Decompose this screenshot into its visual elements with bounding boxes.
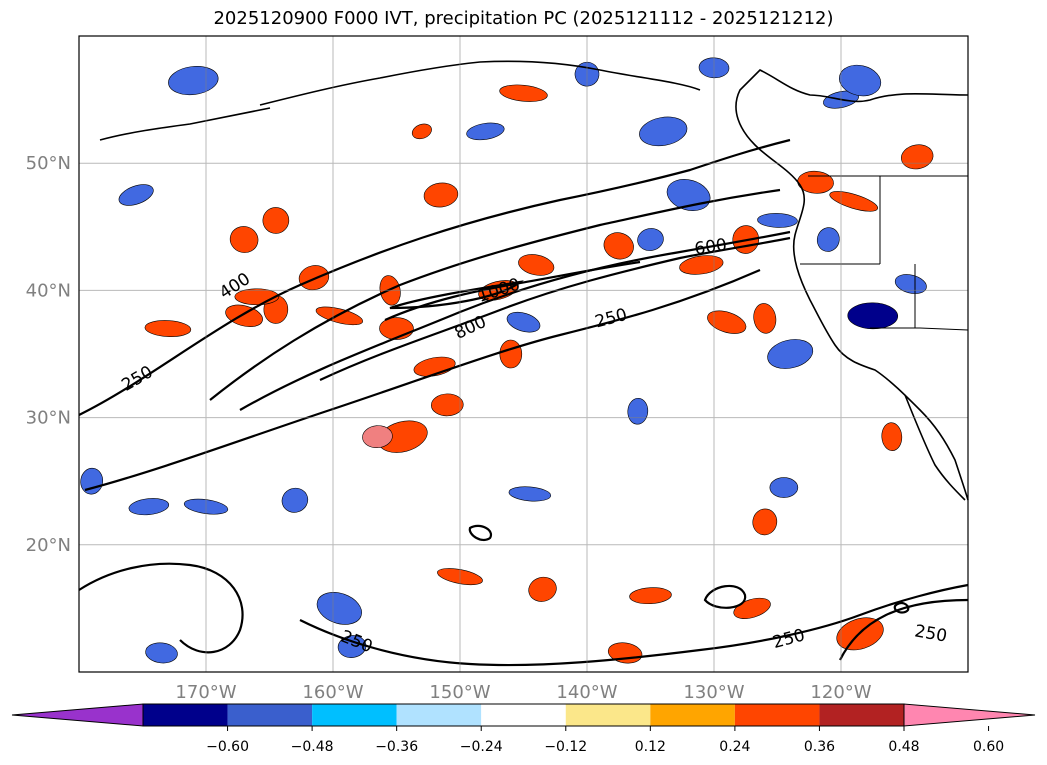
graticule-layer bbox=[79, 36, 968, 672]
precip-blob bbox=[128, 498, 170, 516]
ivt-contour-small-ring-3 bbox=[893, 601, 910, 614]
precip-blob bbox=[757, 213, 798, 228]
precip-blob bbox=[829, 191, 878, 212]
colorbar-tick-label: −0.24 bbox=[460, 739, 503, 755]
precip-blob bbox=[316, 592, 362, 625]
precip-blob bbox=[894, 274, 927, 294]
colorbar-extend-low bbox=[11, 703, 144, 727]
precip-blob bbox=[847, 302, 899, 330]
colorbar-extend-high bbox=[903, 703, 1036, 727]
precip-blob bbox=[767, 339, 814, 369]
lat-tick-label: 20°N bbox=[26, 535, 71, 556]
precip-blob bbox=[707, 310, 747, 334]
colorbar-frame bbox=[142, 703, 905, 727]
coast-alaska bbox=[259, 60, 701, 106]
colorbar-segment bbox=[481, 704, 566, 726]
precip-blob bbox=[118, 184, 154, 206]
map-frame bbox=[78, 35, 969, 673]
contour-label: 600 bbox=[693, 235, 728, 259]
colorbar-segment bbox=[565, 704, 651, 726]
colorbar-tick-label: 0.48 bbox=[888, 739, 919, 755]
ivt-contour-250-bottom-left bbox=[78, 562, 244, 654]
precip-blob bbox=[499, 84, 548, 102]
lon-tick-label: 150°W bbox=[429, 682, 490, 703]
colorbar-tick-label: 0.60 bbox=[973, 739, 1004, 755]
precip-blob bbox=[769, 477, 799, 498]
precip-fill-layer bbox=[80, 57, 934, 664]
precip-blob bbox=[603, 232, 634, 260]
precip-blob bbox=[281, 487, 309, 513]
precip-blob bbox=[679, 255, 724, 275]
coastline-layer bbox=[99, 60, 969, 501]
ivt-contour-250-south-lower bbox=[84, 268, 761, 492]
precip-blob bbox=[423, 182, 459, 208]
chart-title: 2025120900 F000 IVT, precipitation PC (2… bbox=[213, 8, 834, 29]
precip-blob bbox=[508, 486, 552, 502]
ivt-contour-layer bbox=[78, 138, 969, 667]
colorbar-segment bbox=[819, 704, 904, 726]
colorbar-segment bbox=[650, 704, 735, 726]
colorbar-segment bbox=[143, 704, 228, 726]
colorbar-segment bbox=[227, 704, 313, 726]
ivt-contour-600 bbox=[239, 230, 791, 411]
colorbar-segment bbox=[734, 704, 820, 726]
colorbar-tick-label: −0.48 bbox=[291, 739, 334, 755]
lon-tick-label: 170°W bbox=[175, 682, 236, 703]
lon-tick-label: 160°W bbox=[302, 682, 363, 703]
ivt-contour-250-bottom bbox=[299, 583, 969, 667]
lat-tick-label: 40°N bbox=[26, 280, 71, 301]
coast-north-america bbox=[735, 69, 969, 501]
colorbar-segment bbox=[396, 704, 482, 726]
lon-tick-labels: 170°W 160°W 150°W 140°W 130°W 120°W bbox=[175, 682, 871, 703]
precip-blob bbox=[229, 226, 259, 253]
precip-blob bbox=[466, 122, 505, 141]
precip-blob bbox=[362, 425, 393, 449]
border-layer bbox=[800, 175, 969, 331]
precip-blob bbox=[262, 207, 290, 234]
precip-blob bbox=[145, 642, 178, 664]
lon-tick-label: 130°W bbox=[683, 682, 744, 703]
lon-tick-label: 140°W bbox=[556, 682, 617, 703]
precip-blob bbox=[752, 508, 778, 536]
ivt-contour-250-south bbox=[78, 138, 791, 416]
colorbar-tick-label: 0.24 bbox=[719, 739, 750, 755]
precip-blob bbox=[637, 228, 664, 251]
precip-blob bbox=[639, 116, 688, 147]
precip-blob bbox=[839, 64, 882, 97]
border-us-mexico bbox=[870, 327, 969, 331]
precip-blob bbox=[753, 303, 777, 334]
colorbar-segment bbox=[312, 704, 397, 726]
precip-blob bbox=[881, 422, 903, 451]
coast-baja bbox=[904, 394, 966, 501]
precip-blob bbox=[298, 265, 330, 291]
lat-tick-labels: 50°N 40°N 30°N 20°N bbox=[26, 153, 71, 556]
ivt-contour-800 bbox=[319, 236, 791, 381]
colorbar-tick-label: −0.12 bbox=[544, 739, 587, 755]
precip-blob bbox=[629, 587, 672, 605]
precip-blob bbox=[518, 254, 555, 276]
colorbar-tick-label: 0.36 bbox=[804, 739, 835, 755]
precip-blob bbox=[144, 320, 192, 337]
precip-blob bbox=[506, 311, 541, 333]
colorbar-tick-label: −0.60 bbox=[206, 739, 249, 755]
precip-blob bbox=[315, 306, 363, 326]
lon-tick-label: 120°W bbox=[810, 682, 871, 703]
ivt-contour-inner-ring bbox=[389, 280, 524, 310]
colorbar-tick-label: 0.12 bbox=[635, 739, 666, 755]
ivt-contour-400 bbox=[209, 188, 781, 401]
ivt-contour-small-ring-2 bbox=[468, 524, 493, 542]
lat-tick-label: 30°N bbox=[26, 408, 71, 429]
precip-blob bbox=[528, 576, 557, 602]
ivt-contour-small-ring-1 bbox=[703, 584, 747, 609]
ivt-contour-250-bottom-right bbox=[839, 598, 969, 661]
precip-blob bbox=[816, 227, 840, 252]
colorbar-tick-label: −0.36 bbox=[375, 739, 418, 755]
precip-blob bbox=[225, 304, 263, 327]
lat-tick-label: 50°N bbox=[26, 153, 71, 174]
coast-aleutians bbox=[99, 107, 271, 141]
precip-blob bbox=[411, 123, 432, 140]
precip-blob bbox=[431, 393, 464, 417]
